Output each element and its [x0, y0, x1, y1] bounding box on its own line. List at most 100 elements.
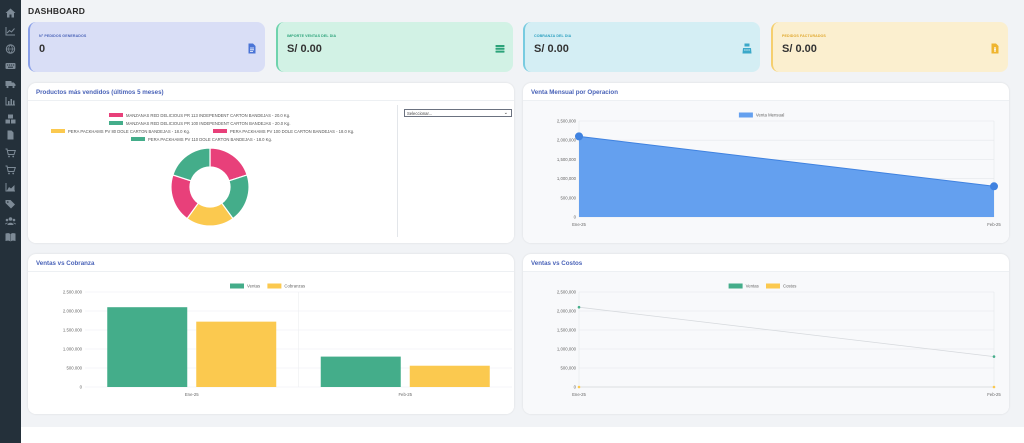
bar-chart-icon[interactable]: [5, 96, 16, 106]
sales-collections-bar-chart: 2.500.000 2.000.000 1.500.000 1.000.000 500.…: [63, 283, 512, 397]
y-tick-label: 1,500,000: [557, 157, 577, 162]
sales-costs-line-chart: 2,500,000 2,000,000 1,500,000 1,000,000 500,…: [557, 283, 1001, 397]
kpi-value: S/ 0.00: [782, 43, 817, 55]
cart-arrow-icon[interactable]: [5, 165, 16, 175]
legend-item[interactable]: MANZANAS RED DELICIOUS PR 113 INDEPENDEN…: [109, 112, 290, 118]
boxes-icon[interactable]: [5, 114, 16, 124]
bar: [107, 307, 188, 387]
y-tick-label: 2,000,000: [557, 138, 577, 143]
sales-vs-costs-card: Ventas vs Costos 2,500,000 2,000,000 1,500…: [523, 254, 1009, 414]
legend-swatch: [728, 283, 743, 289]
x-tick-label: Ene-25: [572, 392, 586, 397]
kpi-label: N° PEDIDOS GENERADOS: [39, 34, 87, 38]
y-tick-label: 500,000: [560, 366, 576, 371]
legend-swatch: [230, 283, 244, 289]
data-point: [577, 305, 581, 309]
y-tick-label: 1.000.000: [63, 347, 83, 352]
home-icon[interactable]: [5, 8, 16, 18]
divider: [523, 271, 1009, 272]
kpi-label: COBRANZA DEL DIA: [534, 34, 572, 38]
legend-swatch: [738, 112, 753, 118]
series-line: [578, 135, 995, 187]
data-point: [990, 182, 998, 191]
data-point: [575, 132, 583, 141]
legend-swatch: [267, 283, 282, 289]
y-tick-label: 1.500.000: [63, 328, 83, 333]
x-tick-label: Feb-25: [987, 222, 1001, 227]
product-select[interactable]: Seleccionar... ⌄: [404, 109, 512, 117]
legend-label: Venta Mensual: [756, 113, 784, 118]
x-tick-label: Ene-25: [185, 392, 199, 397]
y-tick-label: 0: [80, 385, 83, 390]
x-tick-label: Ene-25: [572, 222, 586, 227]
kpi-value: S/ 0.00: [534, 43, 569, 55]
legend-swatch: [51, 129, 65, 133]
donut-chart: [170, 147, 250, 227]
kpi-importe-ventas: IMPORTE VENTAS DEL DIA S/ 0.00: [276, 22, 513, 72]
legend-swatch: [109, 121, 123, 125]
main-content: DASHBOARD N° PEDIDOS GENERADOS 0 IMPORTE…: [21, 0, 1024, 443]
legend-swatch: [766, 283, 780, 289]
kpi-value: S/ 0.00: [287, 43, 322, 55]
y-tick-label: 500.000: [66, 366, 82, 371]
legend-label: Ventas: [247, 284, 260, 289]
top-products-card: Productos más vendidos (últimos 5 meses)…: [28, 83, 514, 243]
monthly-sales-card: Venta Mensual por Operacion 2,500,000 2,0…: [523, 83, 1009, 243]
legend-item[interactable]: PERA PACKHAMS PV 100 DOLE CARTON BANDEJA…: [213, 128, 354, 134]
sidebar: [0, 0, 21, 443]
cart-icon[interactable]: [5, 148, 16, 158]
legend-label: Cobranzas: [284, 284, 305, 289]
area-chart-icon[interactable]: [5, 182, 16, 192]
footer-bar: [21, 427, 1024, 443]
legend-swatch: [131, 137, 145, 141]
y-tick-label: 2,500,000: [557, 119, 577, 124]
y-tick-label: 0: [574, 215, 577, 220]
data-point: [577, 385, 581, 389]
kpi-cobranza-dia: COBRANZA DEL DIA S/ 0.00: [523, 22, 760, 72]
y-tick-label: 1,500,000: [557, 328, 577, 333]
legend-label: MANZANAS RED DELICIOUS PR 113 INDEPENDEN…: [126, 112, 291, 118]
kpi-label: IMPORTE VENTAS DEL DIA: [287, 34, 337, 38]
divider: [397, 105, 398, 237]
divider: [28, 100, 514, 101]
globe-icon[interactable]: [5, 44, 16, 54]
legend-label: MANZANAS RED DELICIOUS PR 100 INDEPENDEN…: [126, 120, 291, 126]
bar: [196, 321, 277, 387]
bar: [409, 365, 490, 387]
document-icon: [247, 41, 257, 54]
monthly-area-chart: 2,500,000 2,000,000 1,500,000 1,000,000 500,…: [557, 112, 1001, 227]
legend-item[interactable]: PERA PACKHAMS PV 80 DOLE CARTON BANDEJAS…: [51, 128, 190, 134]
kpi-value: 0: [39, 43, 46, 55]
card-title: Ventas vs Cobranza: [36, 260, 95, 267]
x-tick-label: Feb-25: [398, 392, 412, 397]
file-icon[interactable]: [5, 130, 16, 140]
tags-icon[interactable]: [5, 199, 16, 209]
page-title: DASHBOARD: [28, 6, 86, 16]
data-point: [992, 385, 996, 389]
legend-label: PERA PACKHAMS PV 100 DOLE CARTON BANDEJA…: [230, 128, 355, 134]
chevron-down-icon: ⌄: [503, 110, 508, 116]
data-point: [992, 355, 996, 358]
truck-icon[interactable]: [5, 79, 16, 89]
legend-item[interactable]: PERA PACKHAMS PV 110 DOLE CARTON BANDEJA…: [131, 136, 272, 142]
legend-item[interactable]: MANZANAS RED DELICIOUS PR 100 INDEPENDEN…: [109, 120, 291, 126]
line-chart-icon[interactable]: [5, 26, 16, 36]
legend-label: PERA PACKHAMS PV 80 DOLE CARTON BANDEJAS…: [68, 128, 190, 134]
cash-register-icon: [742, 41, 752, 54]
users-icon[interactable]: [5, 216, 16, 226]
y-tick-label: 2,000,000: [557, 309, 577, 314]
card-body: [523, 272, 1009, 414]
donut-slice: [209, 147, 248, 182]
y-tick-label: 1,000,000: [557, 176, 577, 181]
legend-label: Ventas: [746, 284, 759, 289]
x-tick-label: Feb-25: [987, 392, 1001, 397]
card-title: Productos más vendidos (últimos 5 meses): [36, 89, 164, 96]
card-title: Ventas vs Costos: [531, 260, 583, 267]
select-value: Seleccionar...: [407, 111, 433, 116]
legend-swatch: [213, 129, 227, 133]
book-icon[interactable]: [5, 232, 16, 242]
card-title: Venta Mensual por Operacion: [531, 89, 618, 96]
bar: [320, 356, 401, 387]
kpi-pedidos-facturados: PEDIDOS FACTURADOS S/ 0.00: [771, 22, 1008, 72]
keyboard-icon[interactable]: [5, 61, 16, 71]
